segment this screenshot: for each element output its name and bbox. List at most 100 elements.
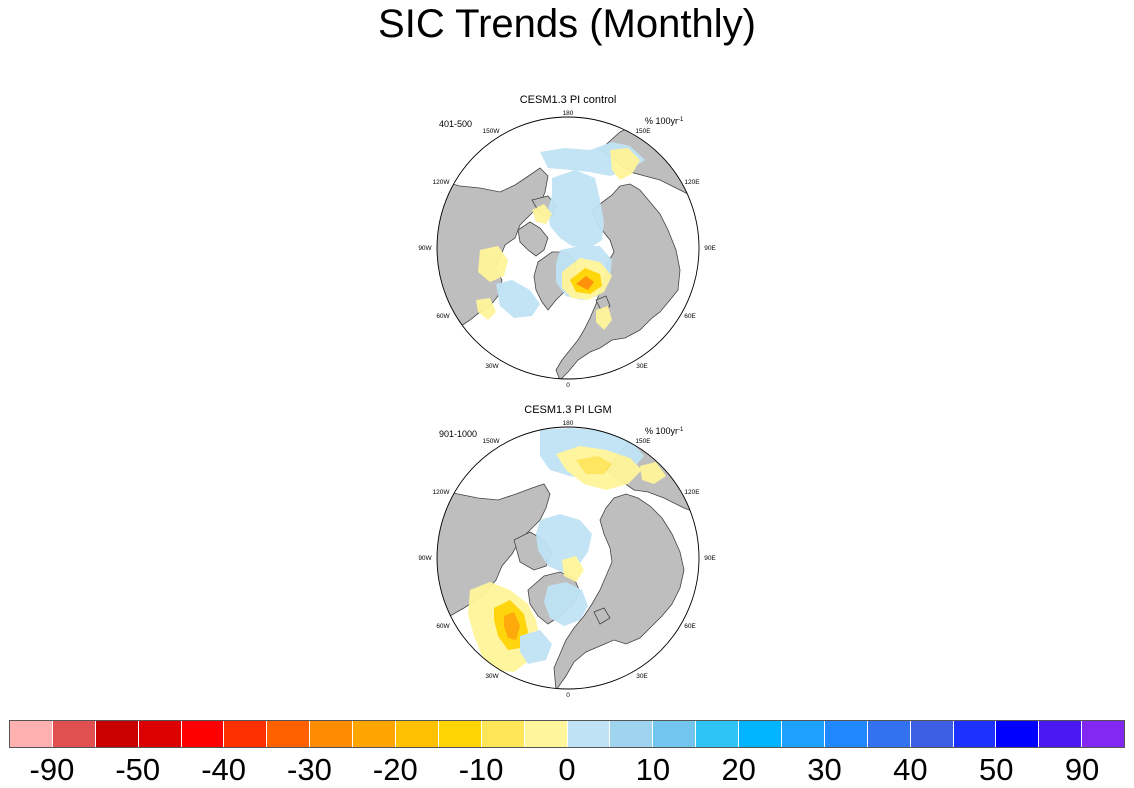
colorbar-label: -90 — [29, 752, 75, 787]
lon-label-60w: 60W — [436, 313, 450, 320]
colorbar-swatch — [739, 721, 783, 747]
map-boundary — [436, 116, 700, 380]
map-polar-north — [437, 117, 699, 379]
colorbar-swatch — [1082, 721, 1125, 747]
colorbar-swatch — [52, 721, 96, 747]
colorbar-swatch — [438, 721, 482, 747]
fill-chukchi-yellow — [640, 462, 666, 484]
fill-central-yellow — [562, 556, 584, 582]
lon-label-120w: 120W — [433, 489, 451, 496]
fill-labrador-orange — [504, 612, 520, 640]
lon-label-60e: 60E — [684, 313, 696, 320]
longitude-labels: 180 150W 150E 120W 120E 90W 90E 60W 60E … — [418, 110, 716, 389]
colorbar-swatch — [782, 721, 825, 747]
lon-label-150e: 150E — [635, 438, 651, 445]
units-exponent: -1 — [678, 427, 684, 433]
colorbar-swatch — [181, 721, 225, 747]
lon-label-180: 180 — [563, 110, 574, 117]
panel-title: CESM1.3 PI LGM — [524, 404, 611, 416]
panel-units: % 100yr-1 — [645, 426, 684, 436]
fill-labrador-yellow — [476, 298, 496, 320]
colorbar — [9, 720, 1125, 748]
land-arctic-islands — [517, 221, 549, 257]
lon-label-120w: 120W — [433, 179, 451, 186]
lon-label-90e: 90E — [704, 555, 716, 562]
fill-central-arctic — [548, 170, 604, 248]
fill-beaufort-yellow — [532, 204, 552, 224]
lon-label-30w: 30W — [485, 363, 499, 370]
fill-kara-yellow — [596, 306, 612, 330]
colorbar-swatch — [653, 721, 697, 747]
colorbar-swatch — [396, 721, 439, 747]
map-panels: CESM1.3 PI control 401-500 % 100yr-1 — [418, 94, 716, 699]
lon-label-150w: 150W — [483, 438, 501, 445]
lon-label-90w: 90W — [418, 245, 432, 252]
map-polar-north — [437, 427, 699, 689]
panel-title: CESM1.3 PI control — [520, 94, 617, 106]
lon-label-90e: 90E — [704, 245, 716, 252]
colorbar-label: 50 — [978, 752, 1014, 787]
colorbar-label: 20 — [721, 752, 756, 787]
colorbar-swatch — [953, 721, 997, 747]
lon-label-30e: 30E — [636, 363, 648, 370]
colorbar-label: -20 — [372, 752, 418, 787]
panel-pi-lgm: CESM1.3 PI LGM 901-1000 % 100yr-1 — [418, 404, 716, 699]
colorbar-label: 0 — [558, 752, 576, 787]
units-text: % 100yr — [645, 116, 678, 126]
panel-pi-control: CESM1.3 PI control 401-500 % 100yr-1 — [418, 94, 716, 389]
colorbar-labels: -90 -50 -40 -30 -20 -10 0 10 20 30 40 50 90 — [9, 752, 1125, 787]
lon-label-90w: 90W — [418, 555, 432, 562]
colorbar-swatch — [1039, 721, 1083, 747]
colorbar-label: -50 — [115, 752, 161, 787]
page-title: SIC Trends (Monthly) — [378, 2, 756, 46]
map-boundary — [436, 426, 700, 690]
land-eurasia — [555, 183, 681, 379]
panel-period: 401-500 — [439, 119, 472, 129]
panel-units: % 100yr-1 — [645, 116, 684, 126]
land-north-america — [437, 483, 551, 623]
colorbar-swatch — [310, 721, 354, 747]
land-eurasia — [553, 493, 685, 689]
colorbar-label: -30 — [287, 752, 332, 787]
units-text: % 100yr — [645, 426, 678, 436]
colorbar-swatch — [696, 721, 740, 747]
colorbar-swatch — [267, 721, 311, 747]
colorbar-label: 40 — [893, 752, 928, 787]
colorbar-label: -10 — [458, 752, 504, 787]
lon-label-60e: 60E — [684, 623, 696, 630]
colorbar-swatch — [567, 721, 611, 747]
colorbar-swatch — [610, 721, 654, 747]
fill-labrador-blue — [496, 280, 540, 318]
fill-atlantic-blue — [544, 582, 588, 626]
colorbar-label: -40 — [201, 752, 247, 787]
longitude-labels: 180 150W 150E 120W 120E 90W 90E 60W 60E … — [418, 420, 716, 699]
fill-pacific-orange — [576, 456, 612, 474]
lon-label-0: 0 — [566, 692, 570, 699]
colorbar-swatch — [224, 721, 268, 747]
fill-barents-deep — [576, 276, 594, 290]
colorbar-swatch — [138, 721, 182, 747]
lon-label-120e: 120E — [684, 489, 700, 496]
lon-label-60w: 60W — [436, 623, 450, 630]
lon-label-180: 180 — [563, 420, 574, 427]
trend-fills — [476, 142, 645, 330]
fill-central-blue — [536, 514, 592, 572]
colorbar-label: 30 — [807, 752, 842, 787]
panel-period: 901-1000 — [439, 429, 477, 439]
colorbar-swatch — [910, 721, 954, 747]
trend-fills — [468, 428, 666, 672]
colorbar-swatch — [353, 721, 397, 747]
lon-label-30w: 30W — [485, 673, 499, 680]
fill-baffin-yellow — [478, 246, 508, 282]
colorbar-swatch — [824, 721, 868, 747]
fill-atlantic-south-blue — [520, 630, 552, 664]
lon-label-0: 0 — [566, 382, 570, 389]
colorbar-swatch — [996, 721, 1040, 747]
colorbar-swatch — [481, 721, 525, 747]
colorbar-swatch — [524, 721, 568, 747]
units-exponent: -1 — [678, 117, 684, 123]
lon-label-120e: 120E — [684, 179, 700, 186]
land-svalbard — [593, 607, 611, 625]
fill-pacific-yellow — [610, 148, 640, 180]
colorbar-label: 10 — [635, 752, 671, 787]
